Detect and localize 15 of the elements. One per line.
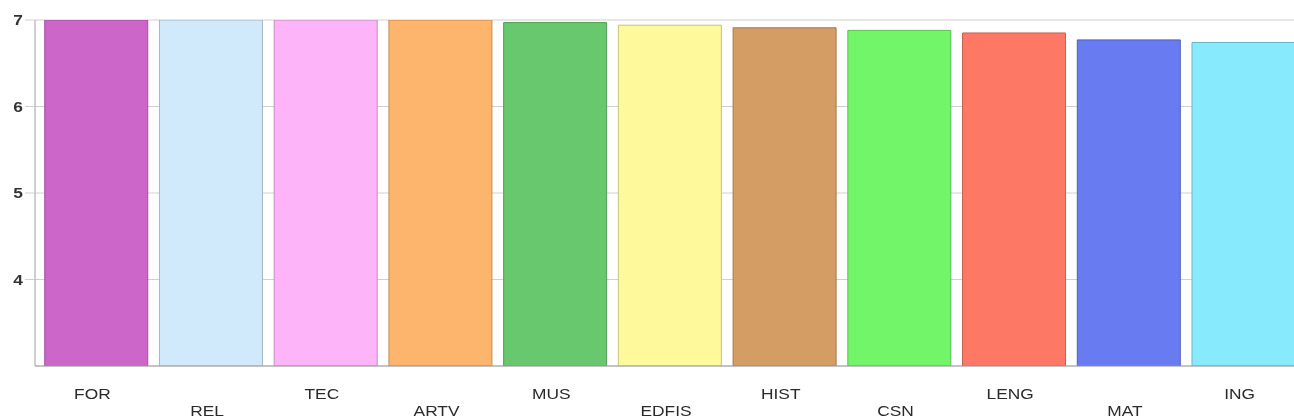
x-tick-label: LENG (986, 386, 1034, 402)
x-tick-label: HIST (760, 386, 801, 402)
x-tick-label: CSN (877, 403, 914, 418)
x-tick-label: ING (1224, 386, 1256, 402)
y-tick-label: 7 (13, 12, 24, 28)
x-tick-label: ARTV (413, 403, 461, 418)
x-tick-label: EDFIS (640, 403, 692, 418)
x-tick-label: MAT (1107, 403, 1143, 418)
x-tick-label: MUS (532, 386, 571, 402)
y-tick-label: 6 (13, 99, 24, 115)
x-tick-label: REL (190, 403, 225, 418)
x-tick-label: FOR (74, 386, 111, 402)
y-tick-label: 4 (13, 272, 24, 288)
x-tick-label: TEC (304, 386, 340, 402)
y-tick-label: 5 (13, 185, 24, 201)
